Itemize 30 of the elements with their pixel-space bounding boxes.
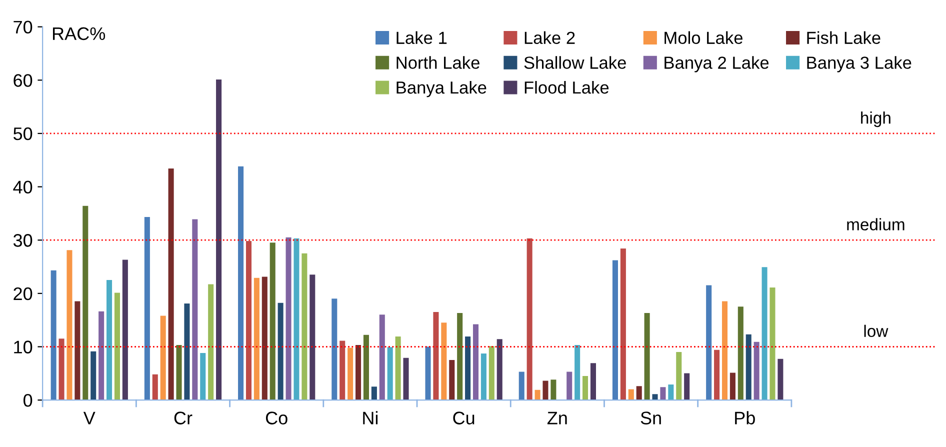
legend-label: North Lake	[396, 56, 480, 69]
ref-line-label: medium	[847, 218, 904, 230]
y-tick-label: 10	[14, 340, 32, 354]
y-tick-label: 70	[14, 20, 32, 34]
legend-label: Fish Lake	[807, 31, 880, 44]
legend-label: Banya 2 Lake	[664, 56, 769, 72]
y-axis-title: RAC%	[52, 27, 106, 40]
y-tick-label: 60	[14, 74, 32, 87]
legend-label: Flood Lake	[524, 80, 609, 94]
x-tick-label: Ni	[363, 411, 378, 424]
x-tick-label: Sn	[640, 412, 661, 424]
legend-label: Lake 2	[524, 31, 575, 44]
x-tick-label: Cu	[453, 412, 474, 424]
x-tick-label: Co	[266, 412, 288, 424]
x-tick-label: V	[83, 412, 96, 424]
legend-label: Banya Lake	[396, 80, 486, 98]
y-tick-label: 30	[13, 234, 32, 247]
ref-line-label: low	[864, 324, 888, 338]
legend-label: Shallow Lake	[524, 56, 626, 69]
x-tick-label: Cr	[174, 412, 192, 424]
ref-line-label: high	[861, 112, 890, 128]
y-tick-label: 40	[13, 180, 32, 194]
legend-label: Banya 3 Lake	[807, 56, 912, 72]
x-tick-label: Zn	[547, 412, 567, 424]
legend-label: Molo Lake	[664, 31, 743, 44]
x-tick-label: Pb	[735, 411, 755, 424]
legend-label: Lake 1	[396, 31, 447, 44]
y-tick-label: 20	[14, 287, 32, 300]
y-tick-label: 50	[13, 127, 32, 140]
y-tick-label: 0	[24, 394, 32, 407]
